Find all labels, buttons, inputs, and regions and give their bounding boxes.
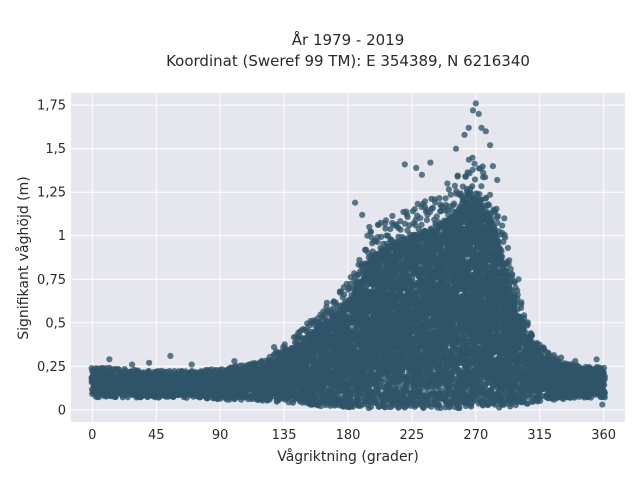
data-points — [88, 100, 608, 412]
chart-title-line2: Koordinat (Sweref 99 TM): E 354389, N 62… — [166, 52, 530, 70]
chart-title-line1: År 1979 - 2019 — [292, 30, 405, 49]
